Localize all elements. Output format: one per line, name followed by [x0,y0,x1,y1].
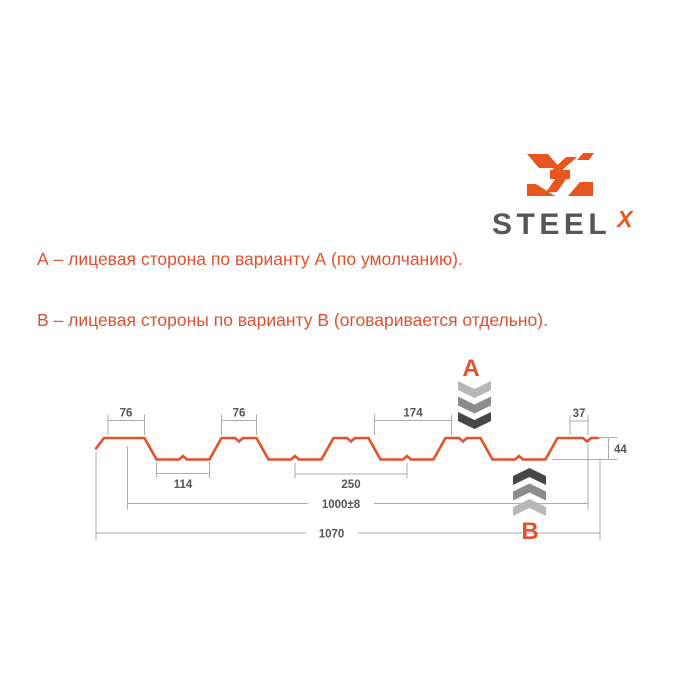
note-variant-a: А – лицевая сторона по варианту А (по ум… [37,249,463,269]
steelx-logo-icon [527,153,594,196]
dim-rib-pitch: 250 [294,463,408,491]
dim-valley-width: 114 [156,462,210,491]
dim-label-44: 44 [614,444,627,456]
dim-label-37: 37 [573,408,586,420]
logo-shape [577,153,594,160]
dim-working-width: 1000±8 [127,444,589,512]
dim-end-flange: 37 [569,408,589,435]
dim-top-opening: 174 [374,408,452,435]
marker-a: A [458,355,491,429]
logo-shape [527,154,560,168]
chevron-up-icon [513,468,546,516]
dim-label-76-1: 76 [120,408,133,420]
logo-brand-sup-x: X [617,206,633,232]
profile-sheet-outline [94,436,600,461]
marker-b: B [513,468,546,545]
dim-top-flange-1: 76 [107,408,145,435]
logo-shape [550,170,570,179]
dim-label-114: 114 [174,479,193,491]
dim-top-flange-2: 76 [221,408,257,435]
logo-brand-text: STEEL [492,208,612,241]
dim-label-76-2: 76 [233,408,246,420]
dim-label-1000: 1000±8 [322,499,361,511]
logo-shape [527,184,555,196]
chevron-down-icon [458,381,491,429]
dim-label-174: 174 [403,408,423,420]
dim-overall-width: 1070 [95,452,601,542]
logo: STEEL X [492,144,672,244]
marker-b-label: B [521,518,538,545]
logo-shape [546,178,567,192]
logo-wordmark: STEEL X [492,206,633,241]
marker-a-label: A [462,355,479,382]
logo-shape [568,182,593,196]
dim-label-1070: 1070 [319,529,345,541]
dim-label-250: 250 [341,479,360,491]
logo-shape [550,157,577,172]
note-variant-b: В – лицевая стороны по варианту В (огова… [37,310,548,330]
